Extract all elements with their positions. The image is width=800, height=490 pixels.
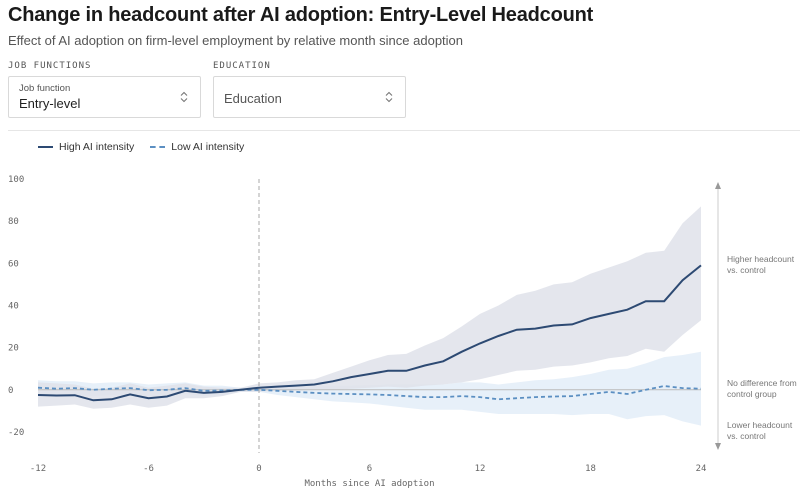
job-functions-label: JOB FUNCTIONS xyxy=(8,61,92,71)
education-select-value: Education xyxy=(224,91,282,106)
job-function-select[interactable]: Job function Entry-level xyxy=(8,76,201,118)
job-function-select-value: Entry-level xyxy=(19,96,81,111)
y-tick-label: 40 xyxy=(8,301,19,311)
arrow-down-icon xyxy=(715,443,721,450)
chart-legend: High AI intensity Low AI intensity xyxy=(38,141,260,153)
low-ai-confidence-band xyxy=(38,351,701,426)
x-tick-label: 6 xyxy=(367,464,372,474)
section-divider xyxy=(8,130,800,131)
chevron-up-down-icon xyxy=(180,91,188,103)
x-tick-label: 24 xyxy=(696,464,707,474)
legend-item-high: High AI intensity xyxy=(38,141,134,153)
x-tick-label: -6 xyxy=(143,464,154,474)
no-difference-note: control group xyxy=(727,389,777,399)
higher-headcount-note: vs. control xyxy=(727,265,766,275)
lower-headcount-note: vs. control xyxy=(727,431,766,441)
x-axis-title: Months since AI adoption xyxy=(304,479,434,489)
high-ai-intensity-line xyxy=(37,264,702,402)
x-tick-label: 0 xyxy=(256,464,261,474)
chevron-up-down-icon xyxy=(385,91,393,103)
x-tick-label: 18 xyxy=(585,464,596,474)
education-select[interactable]: Education xyxy=(213,76,406,118)
high-ai-confidence-band xyxy=(38,206,701,409)
x-tick-label: -12 xyxy=(30,464,46,474)
higher-headcount-note: Higher headcount xyxy=(727,254,795,264)
legend-item-low: Low AI intensity xyxy=(150,141,244,153)
y-tick-label: 0 xyxy=(8,386,13,396)
arrow-up-icon xyxy=(715,182,721,189)
education-label: EDUCATION xyxy=(213,61,271,71)
y-tick-label: 20 xyxy=(8,344,19,354)
lower-headcount-note: Lower headcount xyxy=(727,420,793,430)
y-tick-label: 60 xyxy=(8,259,19,269)
y-tick-label: 80 xyxy=(8,217,19,227)
y-tick-label: 100 xyxy=(8,175,24,185)
dashed-line-swatch-icon xyxy=(150,146,166,148)
page-subtitle: Effect of AI adoption on firm-level empl… xyxy=(8,33,464,48)
legend-low-label: Low AI intensity xyxy=(171,141,245,153)
x-tick-label: 12 xyxy=(475,464,486,474)
low-ai-intensity-line xyxy=(37,385,702,401)
no-difference-note: No difference from xyxy=(727,378,797,388)
solid-line-swatch-icon xyxy=(38,146,53,148)
job-function-select-caption: Job function xyxy=(19,83,71,94)
y-tick-label: -20 xyxy=(8,428,24,438)
headcount-chart: -20 0 20 40 60 80 100 -12 -6 0 6 12 18 24 Months since… xyxy=(8,175,797,489)
page-title: Change in headcount after AI adoption: E… xyxy=(8,4,594,26)
legend-high-label: High AI intensity xyxy=(59,141,135,153)
